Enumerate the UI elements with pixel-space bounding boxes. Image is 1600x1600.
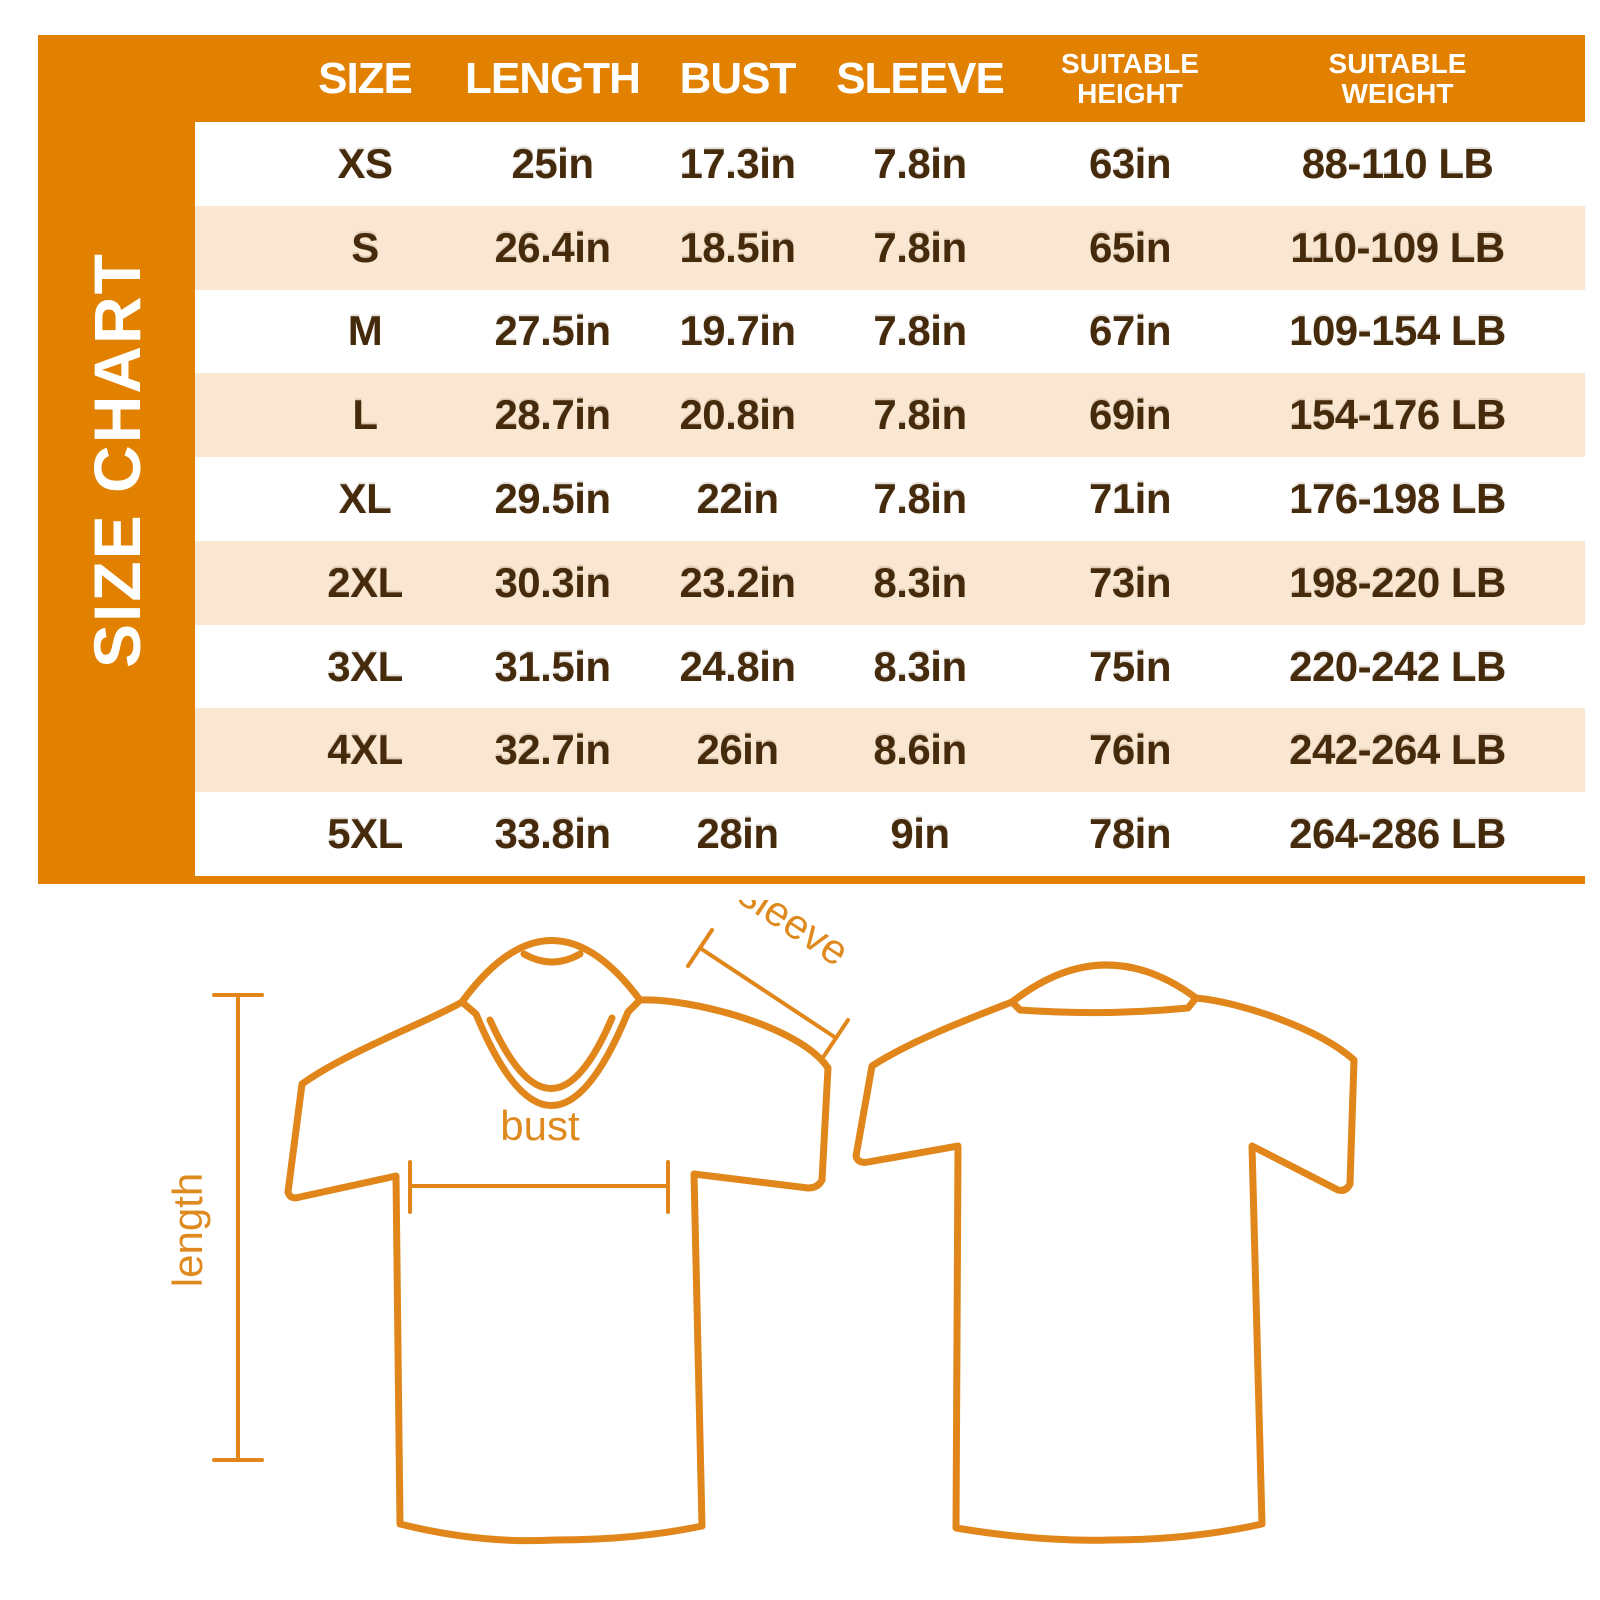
bust-measure-line xyxy=(408,1160,670,1214)
table-cell: 30.3in xyxy=(494,558,611,606)
front-collar-fold-line xyxy=(520,950,584,966)
size-cell: XL xyxy=(338,474,392,522)
front-collar xyxy=(458,937,644,1109)
table-row: L 28.7in 20.8in 7.8in 69in 154-176 LB xyxy=(195,373,1585,458)
table-cell: 18.5in xyxy=(679,223,796,271)
table-cell: 78in xyxy=(1088,810,1172,858)
table-cell: 63in xyxy=(1088,139,1172,187)
table-cell: 8.6in xyxy=(873,726,967,774)
table-cell: 73in xyxy=(1088,558,1172,606)
table-cell: 28.7in xyxy=(494,391,611,439)
table-cell: 176-198 LB xyxy=(1289,474,1506,522)
table-cell: 7.8in xyxy=(873,474,967,522)
table-row: 5XL 33.8in 28in 9in 78in 264-286 LB xyxy=(195,792,1585,876)
table-cell: 28in xyxy=(696,810,779,858)
table-cell: 69in xyxy=(1088,391,1172,439)
table-cell: 17.3in xyxy=(679,139,796,187)
size-cell: L xyxy=(352,391,378,439)
table-cell: 67in xyxy=(1088,307,1172,355)
length-label: length xyxy=(164,1173,211,1287)
table-cell: 32.7in xyxy=(494,726,611,774)
table-cell: 24.8in xyxy=(679,642,796,690)
table-cell: 7.8in xyxy=(873,391,967,439)
table-cell: 71in xyxy=(1088,474,1172,522)
column-header: SUITABLE WEIGHT xyxy=(1328,48,1467,109)
table-row: XL 29.5in 22in 7.8in 71in 176-198 LB xyxy=(195,457,1585,541)
table-cell: 7.8in xyxy=(873,307,967,355)
size-cell: M xyxy=(347,307,383,355)
table-row: S 26.4in 18.5in 7.8in 65in 110-109 LB xyxy=(195,205,1585,290)
size-cell: S xyxy=(351,223,379,271)
table-cell: 33.8in xyxy=(494,810,611,858)
table-body: XS 25in 17.3in 7.8in 63in 88-110 LB S 26.4in 18.… xyxy=(195,122,1585,876)
page-title: SIZE CHART xyxy=(79,251,154,668)
front-tshirt-outline xyxy=(284,996,832,1545)
table-cell: 75in xyxy=(1088,642,1172,690)
table-cell: 220-242 LB xyxy=(1289,642,1506,690)
table-cell: 242-264 LB xyxy=(1289,726,1506,774)
table-cell: 9in xyxy=(890,810,950,858)
table-cell: 26.4in xyxy=(494,223,611,271)
table-cell: 19.7in xyxy=(679,307,796,355)
table-cell: 23.2in xyxy=(679,558,796,606)
table-row: 2XL 30.3in 23.2in 8.3in 73in 198-220 LB xyxy=(195,540,1585,625)
table-cell: 29.5in xyxy=(494,474,611,522)
table-cell: 76in xyxy=(1088,726,1172,774)
table-cell: 154-176 LB xyxy=(1289,391,1506,439)
size-cell: XS xyxy=(337,139,393,187)
table-cell: 22in xyxy=(696,474,779,522)
table-cell: 198-220 LB xyxy=(1289,558,1506,606)
bust-label: bust xyxy=(500,1102,580,1149)
table-cell: 20.8in xyxy=(679,391,796,439)
table-row: M 27.5in 19.7in 7.8in 67in 109-154 LB xyxy=(195,289,1585,374)
length-measure: length xyxy=(164,993,264,1462)
table-cell: 8.3in xyxy=(873,642,967,690)
table-row: 4XL 32.7in 26in 8.6in 76in 242-264 LB xyxy=(195,708,1585,793)
sleeve-label: sleeve xyxy=(730,900,857,975)
size-cell: 3XL xyxy=(327,642,403,690)
column-header: SLEEVE xyxy=(836,53,1005,103)
tshirt-front xyxy=(284,937,832,1545)
table-cell: 264-286 LB xyxy=(1289,810,1506,858)
table-cell: 8.3in xyxy=(873,558,967,606)
table-cell: 25in xyxy=(511,139,594,187)
front-collar-inner-line xyxy=(486,1014,616,1092)
column-header: LENGTH xyxy=(465,53,641,103)
back-collar xyxy=(1008,961,1200,1017)
table-cell: 110-109 LB xyxy=(1290,223,1505,271)
tshirt-measurement-diagram: length bust sleeve xyxy=(164,900,1358,1545)
table-cell: 88-110 LB xyxy=(1301,139,1494,187)
table-row: XS 25in 17.3in 7.8in 63in 88-110 LB xyxy=(195,122,1585,206)
size-chart-card: SIZE CHART SIZE LENGTH BUST SLEEVE SUITABLE … xyxy=(38,35,1585,884)
table-cell: 65in xyxy=(1088,223,1172,271)
size-cell: 2XL xyxy=(327,558,403,606)
table-cell: 7.8in xyxy=(873,223,967,271)
table-row: 3XL 31.5in 24.8in 8.3in 75in 220-242 LB xyxy=(195,624,1585,709)
table-cell: 109-154 LB xyxy=(1289,307,1506,355)
table-header-row: SIZE LENGTH BUST SLEEVE SUITABLE HEIGHT SUITA… xyxy=(195,35,1585,122)
table-cell: 26in xyxy=(696,726,779,774)
tshirt-back xyxy=(852,961,1358,1544)
size-cell: 4XL xyxy=(327,726,403,774)
bust-measure: bust xyxy=(408,1102,670,1214)
column-header: BUST xyxy=(679,53,797,103)
column-header: SIZE xyxy=(318,53,413,103)
length-measure-line xyxy=(212,993,264,1462)
table-cell: 7.8in xyxy=(873,139,967,187)
column-header: SUITABLE HEIGHT xyxy=(1061,48,1199,109)
table-cell: 27.5in xyxy=(494,307,611,355)
size-cell: 5XL xyxy=(327,810,403,858)
sleeve-measure-line xyxy=(686,928,850,1058)
table-cell: 31.5in xyxy=(494,642,611,690)
back-tshirt-outline xyxy=(852,994,1358,1544)
size-chart-sidebar: SIZE CHART xyxy=(38,35,195,884)
